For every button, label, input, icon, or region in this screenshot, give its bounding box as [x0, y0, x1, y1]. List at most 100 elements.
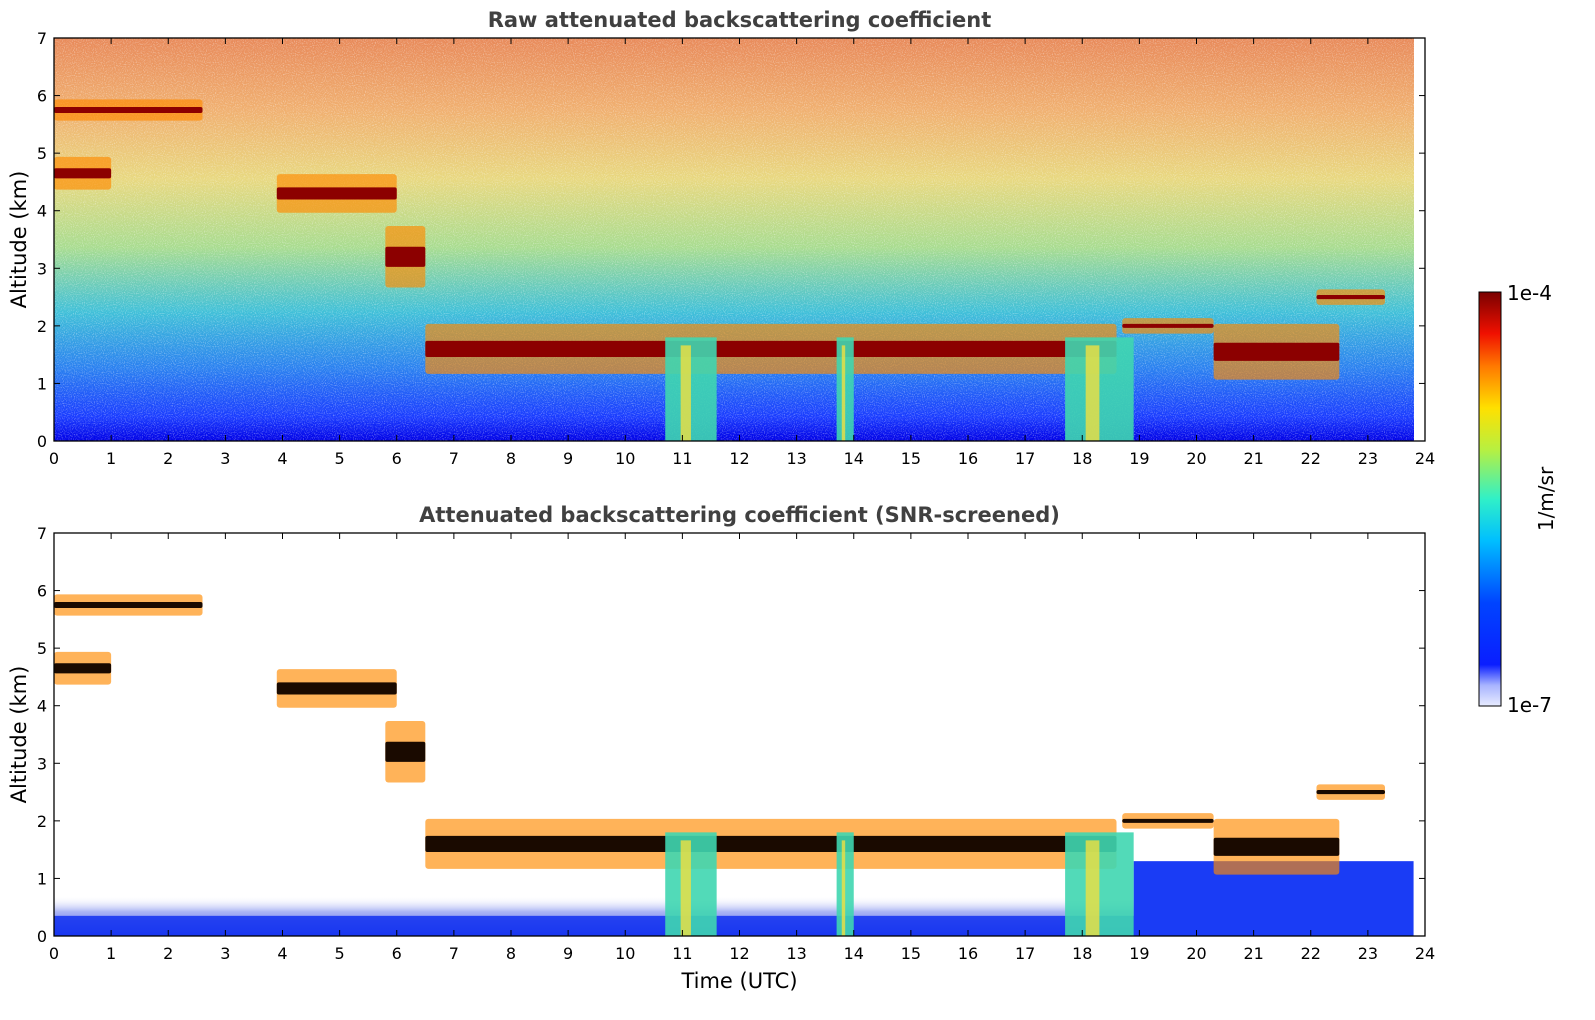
x-tick-label: 6 [392, 944, 402, 963]
cloud-layer [385, 246, 426, 267]
cloud-layer [54, 663, 112, 674]
x-tick-label: 21 [1243, 449, 1263, 468]
y-axis-label: Altitude (km) [7, 171, 31, 309]
x-tick-label: 16 [958, 944, 978, 963]
cloud-layer [1122, 818, 1214, 823]
cloud-layer [276, 682, 397, 695]
y-tick-label: 4 [37, 697, 47, 716]
y-tick-label: 2 [37, 812, 47, 831]
precipitation-shaft [836, 832, 854, 936]
x-tick-label: 20 [1186, 944, 1206, 963]
x-tick-label: 9 [563, 944, 573, 963]
x-tick-label: 23 [1358, 449, 1378, 468]
x-tick-label: 16 [958, 449, 978, 468]
y-tick-label: 0 [37, 927, 47, 946]
precipitation-shafts [665, 832, 1134, 936]
colorbar-scale [1478, 291, 1502, 707]
x-tick-label: 14 [844, 944, 864, 963]
x-tick-label: 12 [729, 944, 749, 963]
cloud-layer [425, 340, 1117, 357]
x-tick-label: 18 [1072, 944, 1092, 963]
x-tick-label: 24 [1415, 449, 1435, 468]
x-tick-label: 4 [277, 944, 287, 963]
x-tick-label: 5 [335, 449, 345, 468]
y-tick-label: 0 [37, 432, 47, 451]
y-tick-label: 1 [37, 869, 47, 888]
x-tick-label: 3 [220, 944, 230, 963]
y-tick-label: 7 [37, 524, 47, 543]
y-tick-label: 3 [37, 754, 47, 773]
colorbar-unit-label: 1/m/sr [1534, 466, 1558, 531]
precipitation-core [841, 840, 846, 936]
x-tick-label: 13 [786, 944, 806, 963]
x-tick-label: 11 [672, 944, 692, 963]
precipitation-core [1085, 345, 1100, 441]
cloud-layer [425, 835, 1117, 852]
y-tick-label: 5 [37, 639, 47, 658]
x-tick-label: 8 [506, 449, 516, 468]
cloud-layer [1213, 837, 1340, 856]
precipitation-core [680, 840, 691, 936]
x-tick-label: 18 [1072, 449, 1092, 468]
colorbar-max-label: 1e-4 [1507, 281, 1552, 305]
x-tick-label: 0 [49, 944, 59, 963]
x-tick-label: 1 [106, 449, 116, 468]
noise-speckle [54, 38, 1414, 441]
cloud-layers [54, 99, 1386, 380]
y-tick-label: 5 [37, 144, 47, 163]
x-tick-label: 2 [163, 449, 173, 468]
y-tick-label: 3 [37, 259, 47, 278]
y-axis-label: Altitude (km) [7, 666, 31, 804]
y-tick-label: 4 [37, 202, 47, 221]
x-tick-label: 14 [844, 449, 864, 468]
x-tick-label: 7 [449, 449, 459, 468]
cloud-layer [1316, 790, 1386, 795]
cloud-layer [54, 106, 203, 113]
x-tick-label: 11 [672, 449, 692, 468]
precipitation-core [1085, 840, 1100, 936]
precipitation-shaft [836, 337, 854, 441]
raw-backscatter-panel: Raw attenuated backscattering coefficien… [7, 8, 1435, 468]
colorbar: 1e-4 1e-7 1/m/sr [1478, 281, 1558, 717]
cloud-layer [54, 601, 203, 608]
x-tick-label: 22 [1301, 449, 1321, 468]
cloud-layers [54, 594, 1386, 875]
x-tick-label: 3 [220, 449, 230, 468]
x-tick-label: 12 [729, 449, 749, 468]
cloud-layer [1316, 295, 1386, 300]
x-axis-label: Time (UTC) [680, 969, 797, 993]
y-tick-label: 7 [37, 29, 47, 48]
x-tick-label: 2 [163, 944, 173, 963]
cloud-layer [1213, 342, 1340, 361]
y-axis: 0 1 2 3 4 5 6 7 [37, 29, 1425, 451]
y-tick-label: 1 [37, 374, 47, 393]
x-tick-label: 7 [449, 944, 459, 963]
x-tick-label: 10 [615, 944, 635, 963]
x-tick-label: 9 [563, 449, 573, 468]
x-tick-label: 20 [1186, 449, 1206, 468]
x-tick-label: 5 [335, 944, 345, 963]
precipitation-core [680, 345, 691, 441]
snr-screened-panel: Attenuated backscattering coefficient (S… [7, 503, 1435, 993]
cloud-layer [385, 741, 426, 762]
x-tick-label: 15 [901, 944, 921, 963]
x-tick-label: 21 [1243, 944, 1263, 963]
precipitation-core [841, 345, 846, 441]
x-tick-label: 19 [1129, 944, 1149, 963]
x-tick-label: 0 [49, 449, 59, 468]
near-surface-signal [54, 861, 1414, 936]
x-tick-label: 4 [277, 449, 287, 468]
precipitation-shaft [1065, 832, 1134, 936]
y-axis: 0 1 2 3 4 5 6 7 [37, 524, 1425, 946]
cloud-layer [1122, 323, 1214, 328]
x-tick-label: 13 [786, 449, 806, 468]
x-tick-label: 17 [1015, 449, 1035, 468]
x-axis: 0 1 2 3 4 5 6 7 8 9 10 11 12 13 14 15 16 17 18 19 20 21 22 23 24 [49, 38, 1435, 468]
x-tick-label: 24 [1415, 944, 1435, 963]
x-tick-label: 1 [106, 944, 116, 963]
chart-title: Attenuated backscattering coefficient (S… [419, 503, 1060, 527]
y-tick-label: 6 [37, 582, 47, 601]
near-surface-band [54, 915, 1140, 936]
x-tick-label: 23 [1358, 944, 1378, 963]
